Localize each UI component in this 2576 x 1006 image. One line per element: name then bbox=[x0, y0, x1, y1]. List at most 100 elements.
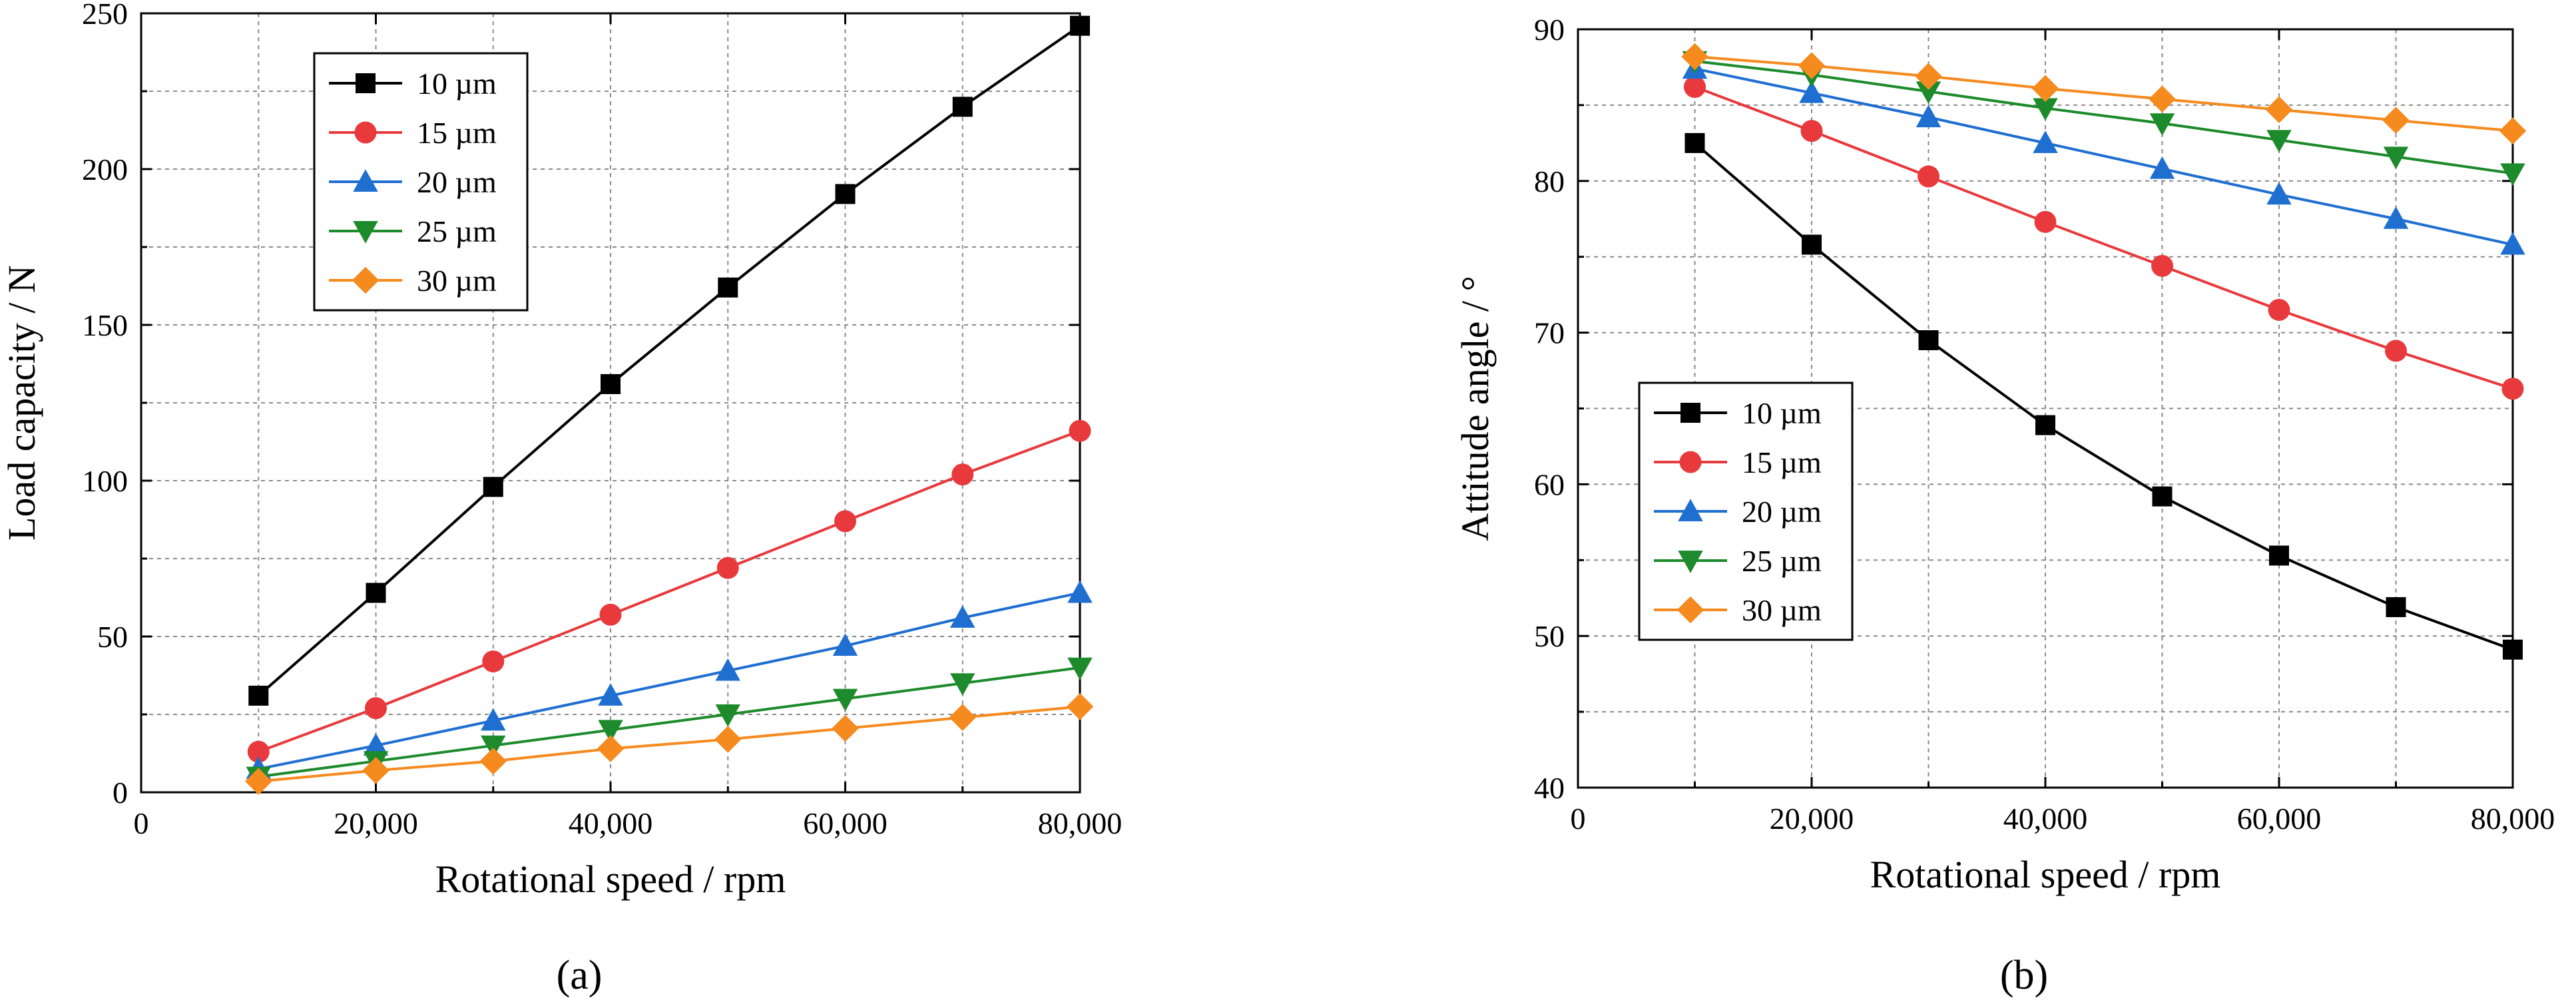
data-point bbox=[2033, 130, 2058, 153]
data-point bbox=[2033, 98, 2058, 121]
y-tick-label: 50 bbox=[97, 620, 128, 654]
data-point bbox=[714, 726, 742, 753]
legend-marker bbox=[353, 169, 378, 192]
legend-label: 10 µm bbox=[1742, 396, 1822, 430]
data-point bbox=[248, 685, 269, 706]
y-tick-label: 100 bbox=[82, 464, 128, 498]
data-point bbox=[834, 510, 856, 533]
data-point bbox=[1918, 165, 1939, 188]
legend-marker bbox=[354, 121, 377, 144]
data-point bbox=[481, 735, 506, 758]
legend-label: 20 µm bbox=[1742, 495, 1822, 529]
legend-marker bbox=[1680, 403, 1700, 423]
data-point bbox=[483, 477, 503, 497]
data-point bbox=[2149, 113, 2175, 136]
data-point bbox=[952, 97, 973, 117]
x-tick-label: 60,000 bbox=[2237, 802, 2322, 836]
data-point bbox=[598, 720, 623, 743]
data-point bbox=[2386, 597, 2406, 617]
x-axis-label: Rotational speed / rpm bbox=[435, 858, 786, 901]
x-tick-label: 60,000 bbox=[803, 806, 888, 840]
series-5 bbox=[245, 693, 1094, 795]
data-point bbox=[832, 714, 859, 742]
ticks bbox=[1577, 28, 2514, 789]
data-point bbox=[715, 704, 740, 727]
y-tick-label: 40 bbox=[1534, 771, 1565, 805]
data-point bbox=[2035, 415, 2055, 435]
legend: 10 µm 15 µm 20 µm 25 µm 30 µm bbox=[1638, 381, 1854, 641]
legend-marker bbox=[1676, 596, 1704, 624]
y-tick-label: 80 bbox=[1534, 164, 1565, 198]
series-3 bbox=[1682, 56, 2525, 255]
legend-marker bbox=[1678, 551, 1703, 573]
data-point bbox=[363, 733, 389, 756]
panel-b-attitude-angle-chart: 0 20,000 40,000 60,000 80,000 40 50 60 70 80 90 Rot… bbox=[1453, 13, 2555, 998]
y-tick-label: 50 bbox=[1534, 619, 1565, 653]
legend-marker bbox=[1678, 499, 1703, 521]
legend: 10 µm 15 µm 20 µm 25 µm 30 µm bbox=[313, 52, 529, 312]
data-point bbox=[599, 603, 622, 626]
data-point bbox=[1802, 234, 1822, 255]
data-point bbox=[2149, 85, 2176, 113]
data-point bbox=[2268, 298, 2290, 321]
data-point bbox=[245, 768, 272, 795]
data-point bbox=[2501, 377, 2524, 400]
series-2 bbox=[1684, 76, 2524, 400]
data-point bbox=[2499, 117, 2527, 144]
data-point bbox=[2269, 545, 2289, 566]
x-tick-label: 0 bbox=[1571, 802, 1586, 836]
series-line bbox=[258, 666, 1081, 778]
data-point bbox=[2031, 75, 2059, 103]
data-point bbox=[1918, 330, 1939, 350]
panel-a-load-capacity-chart: 0 20,000 40,000 60,000 80,000 0 50 100 150 200 250… bbox=[0, 0, 1122, 998]
data-point bbox=[1684, 132, 1705, 153]
data-point bbox=[2266, 130, 2292, 153]
series-line bbox=[1694, 67, 2513, 246]
series-line bbox=[258, 591, 1081, 770]
y-axis-label: Load capacity / N bbox=[0, 265, 43, 541]
data-point bbox=[2149, 156, 2175, 179]
series-line bbox=[258, 429, 1081, 754]
data-point bbox=[2382, 107, 2410, 134]
data-point bbox=[1799, 80, 1824, 103]
legend-label: 30 µm bbox=[1742, 593, 1822, 627]
x-tick-label: 20,000 bbox=[1770, 802, 1854, 836]
x-tick-label: 80,000 bbox=[2471, 802, 2555, 836]
data-point bbox=[482, 650, 505, 672]
y-tick-label: 250 bbox=[82, 0, 128, 31]
data-point bbox=[2152, 486, 2173, 507]
data-point bbox=[1798, 52, 1826, 79]
data-point bbox=[1070, 15, 1090, 36]
legend-marker bbox=[353, 221, 378, 244]
data-point bbox=[1916, 105, 1941, 128]
data-point bbox=[1067, 657, 1093, 680]
data-point bbox=[2383, 146, 2409, 170]
data-point bbox=[479, 747, 507, 775]
data-point bbox=[832, 688, 858, 712]
data-point bbox=[832, 633, 858, 656]
legend-label: 30 µm bbox=[417, 264, 497, 298]
data-point bbox=[951, 463, 974, 486]
data-point bbox=[362, 756, 389, 784]
data-point bbox=[716, 557, 739, 579]
data-point bbox=[1800, 120, 1823, 142]
data-point bbox=[950, 605, 975, 628]
y-tick-label: 0 bbox=[113, 776, 128, 810]
data-point bbox=[950, 673, 975, 696]
legend-label: 20 µm bbox=[417, 165, 497, 199]
data-point bbox=[2151, 254, 2173, 277]
y-tick-label: 200 bbox=[82, 152, 128, 186]
data-point bbox=[1915, 63, 1942, 90]
data-point bbox=[247, 740, 270, 763]
data-point bbox=[365, 697, 387, 720]
panel-label: (a) bbox=[557, 953, 603, 998]
data-point bbox=[949, 704, 976, 731]
legend-label: 10 µm bbox=[417, 67, 497, 101]
data-point bbox=[1684, 76, 1706, 99]
series-1 bbox=[248, 15, 1090, 706]
legend-marker bbox=[352, 266, 380, 294]
series-3 bbox=[246, 580, 1093, 779]
data-point bbox=[1066, 693, 1094, 720]
data-point bbox=[2034, 210, 2057, 233]
